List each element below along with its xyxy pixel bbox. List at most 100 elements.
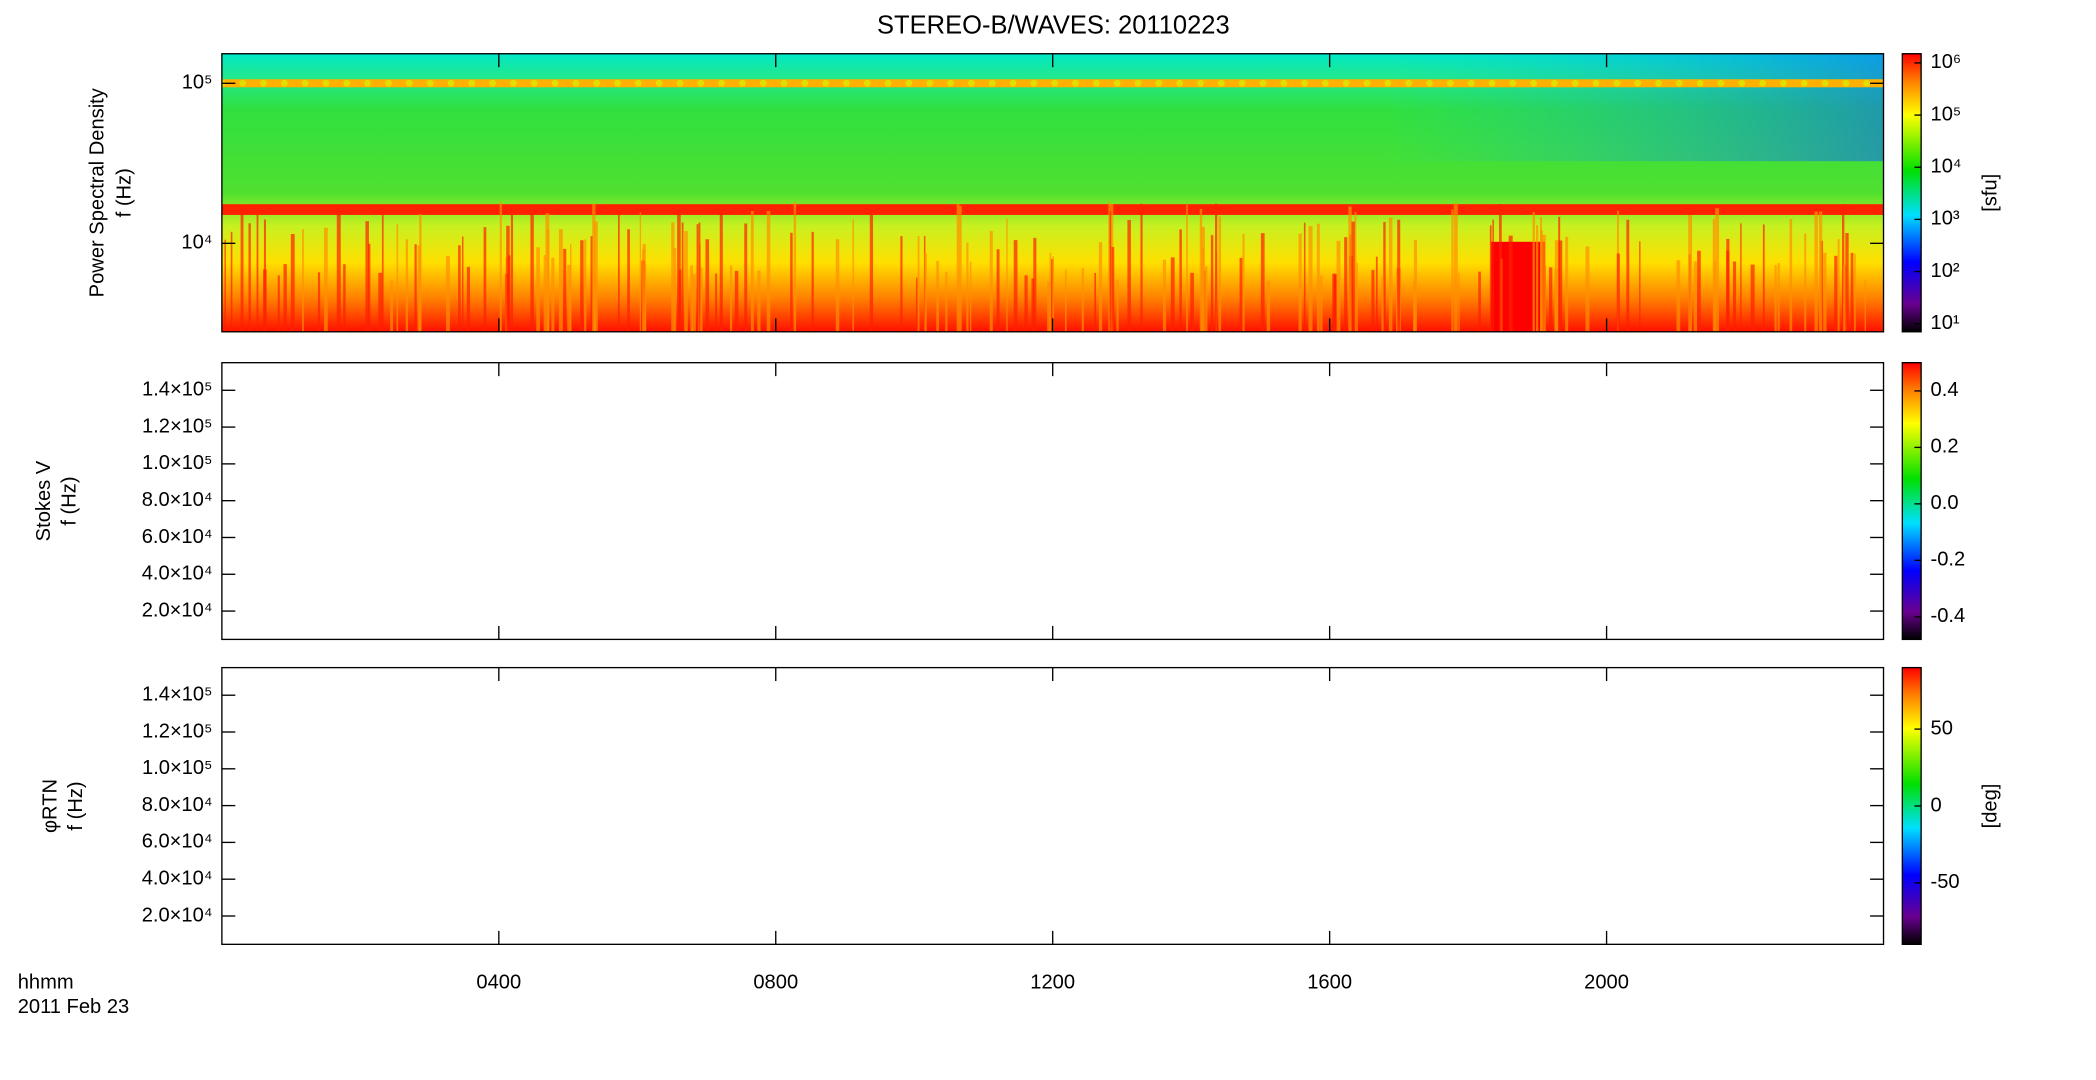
spectrogram-image [221,53,1884,332]
y-tick-label: 8.0×10⁴ [142,489,213,511]
spectrogram-dot [863,79,871,87]
y-tick-label: 4.0×10⁴ [142,563,213,585]
spectrogram-dot [510,79,517,87]
spectrogram-dot [1384,79,1392,87]
spectrogram-dot [1280,79,1288,87]
spectrogram-dot [1134,79,1142,87]
spectrogram-dot [1738,79,1746,87]
colorbar-tick-label: 0.4 [1931,379,1959,401]
spectrogram-dot [489,79,496,87]
spectrogram-dot [468,79,476,87]
spectrogram-dot [1301,79,1308,87]
spectrogram-dot [947,79,954,87]
spectrogram-fade [221,53,1884,162]
spectrogram-dot [1571,79,1579,87]
spectrogram-dot [968,79,975,87]
spectrogram-dot [780,79,788,87]
colorbar [1902,53,1922,332]
spectrogram-dot [593,79,601,87]
spectrogram-dot [1113,79,1121,87]
spectrogram-dot [614,79,621,87]
spectrogram-band [221,204,1884,215]
y-tick-label: 10⁴ [181,232,212,254]
spectrogram-dot [1509,79,1517,87]
spectrogram-dot [905,79,913,87]
colorbar-label: [deg] [1979,784,2001,829]
x-tick-label: 0400 [476,972,521,994]
y-tick-label: 4.0×10⁴ [142,868,213,890]
colorbar-tick-label: 0 [1931,794,1942,816]
colorbar-frame [1901,53,1922,333]
colorbar-tick-label: 50 [1931,717,1953,739]
spectrogram-dot [1717,79,1725,87]
spectrogram-dot [551,79,559,87]
spectrogram-dot [1051,79,1059,87]
spectrogram-dot [1467,79,1475,87]
spectrogram-dot [1613,79,1621,87]
spectrogram-dot [364,79,371,87]
spectrogram-dot [1446,79,1454,87]
colorbar-tick-label: 10³ [1931,208,1960,230]
spectrogram-dot [1217,79,1225,87]
spectrogram-dot [1842,79,1850,87]
y-tick-label: 6.0×10⁴ [142,526,213,548]
y-tick-label: 1.4×10⁵ [142,684,212,706]
y-tick-label: 6.0×10⁴ [142,831,213,853]
spectrogram-dot [1759,79,1766,87]
chart-title: STEREO-B/WAVES: 20110223 [877,12,1230,40]
spectrogram-dot [1197,79,1204,87]
spectrogram-dot [759,79,767,87]
spectrogram-dot [1072,79,1079,87]
spectrogram-dot [530,79,538,87]
spectrogram-dot [1780,79,1787,87]
colorbar-tick-label: 10¹ [1931,312,1960,334]
spectrogram-dot [739,79,746,87]
spectrogram-dot [385,79,392,87]
spectrogram-dot [1176,79,1183,87]
colorbar-tick-label: 0.2 [1931,436,1959,458]
y-axis-label: f (Hz) [58,476,80,525]
spectrogram-dot [301,79,309,87]
spectrogram-dot [280,79,288,87]
spectrogram-dot [1800,79,1808,87]
y-tick-label: 10⁵ [182,72,213,94]
colorbar-tick-label: 0.0 [1931,492,1959,514]
colorbar-tick-label: 10⁶ [1931,51,1962,73]
spectrogram-dot [1030,79,1038,87]
spectrogram-dot [1655,79,1662,87]
y-tick-label: 1.2×10⁵ [142,415,212,437]
x-tick-label: 2000 [1584,972,1629,994]
spectrogram-dot [1155,79,1163,87]
spectrogram-dot [1093,79,1100,87]
y-tick-label: 2.0×10⁴ [142,599,213,621]
y-tick-label: 1.2×10⁵ [142,720,212,742]
spectrogram-dot [426,79,434,87]
spectrogram-dot [1363,79,1371,87]
spectrogram-dot [343,79,351,87]
y-tick-label: 8.0×10⁴ [142,794,213,816]
y-axis-label: φRTN [40,779,62,833]
colorbar-tick-label: 10⁴ [1931,156,1962,178]
spectrogram-dot [1551,79,1558,87]
colorbar-frame [1901,362,1922,641]
spectrogram-dot [1322,79,1329,87]
spectrogram-dot [1405,79,1413,87]
y-axis-label: f (Hz) [113,168,135,217]
spectrogram-dot [1863,79,1871,87]
spectrogram-dot [988,79,996,87]
spectrogram-dot [572,79,580,87]
x-tick-label: 1200 [1030,972,1075,994]
spectrogram-dot [260,79,267,87]
y-axis-label: Stokes V [33,460,55,541]
spectrogram-dot [801,79,809,87]
spectrogram-dot [1426,79,1433,87]
plot-frame [221,666,1885,945]
y-axis-label: Power Spectral Density [87,87,109,297]
spectrogram-dot [884,79,892,87]
spectrogram-dot [926,79,934,87]
spectrogram-dot [697,79,705,87]
spectrogram-dot [1592,79,1600,87]
spectrogram-dot [822,79,830,87]
y-tick-label: 1.4×10⁵ [142,379,212,401]
